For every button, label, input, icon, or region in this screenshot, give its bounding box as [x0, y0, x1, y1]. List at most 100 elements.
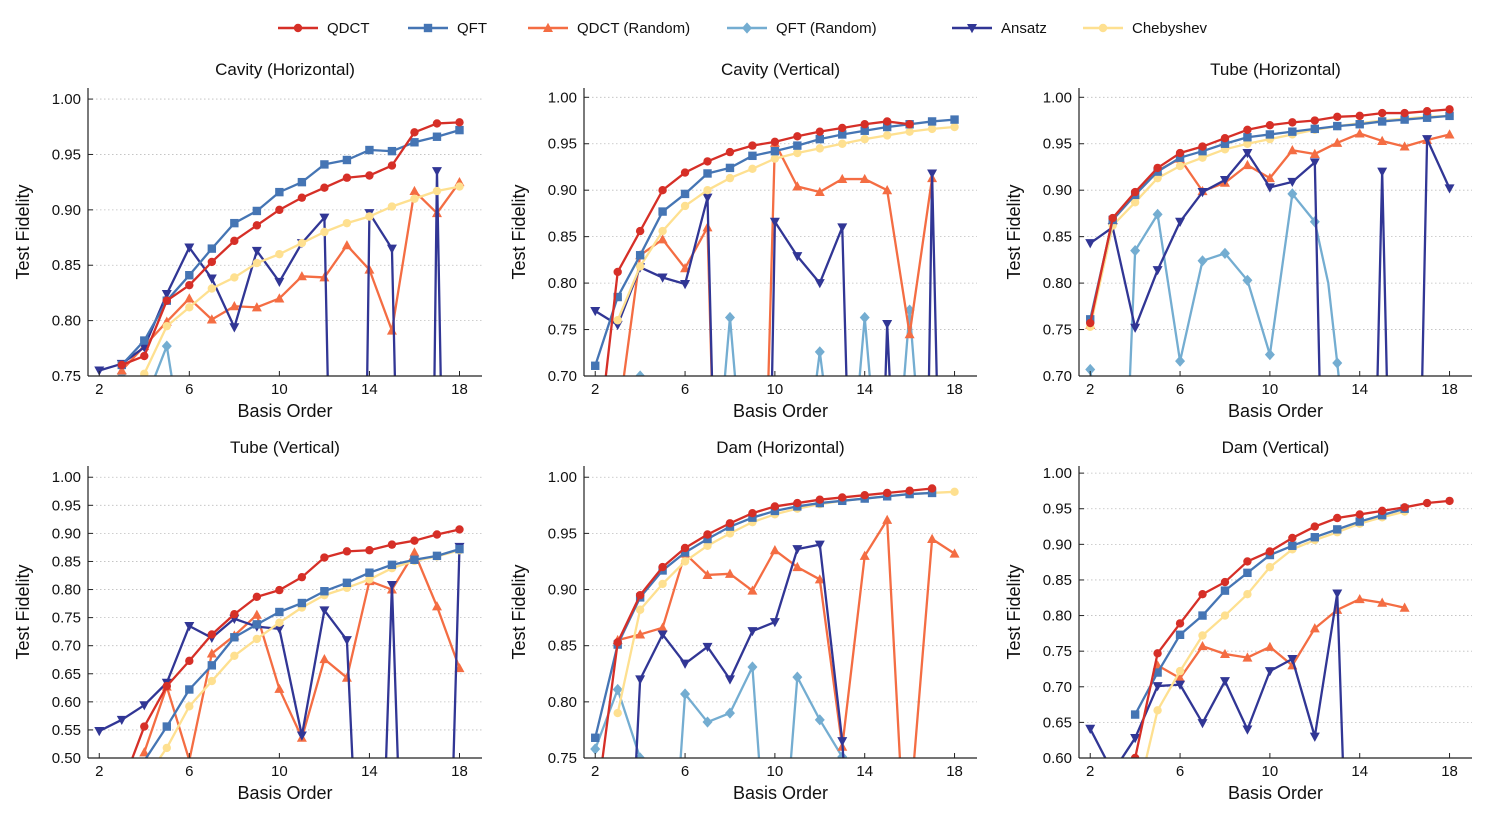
data-point-qft [297, 177, 307, 187]
data-point-qft [207, 244, 217, 253]
data-point-qft [1333, 525, 1342, 534]
x-tick-label: 2 [591, 763, 599, 780]
series-layer [590, 484, 960, 758]
data-point-chebyshev [140, 369, 149, 376]
data-point-chebyshev [207, 284, 217, 293]
series-chebyshev [140, 182, 464, 376]
data-point-qdct [387, 540, 397, 549]
legend-marker-qdct-random [543, 22, 553, 32]
data-point-ansatz [635, 675, 646, 685]
data-point-qdct [432, 119, 442, 128]
data-point-qdct [1333, 513, 1342, 523]
y-axis-label: Test Fidelity [1004, 184, 1024, 279]
data-point-qdct [455, 118, 464, 127]
data-point-qft [1153, 668, 1162, 677]
data-point-chebyshev [1198, 153, 1207, 162]
data-point-qdct-random [949, 548, 960, 558]
data-point-qdct [1086, 318, 1095, 328]
data-point-qft [658, 207, 667, 216]
data-point-qft [815, 134, 824, 144]
gridlines [584, 96, 977, 377]
y-tick-label: 0.85 [1043, 572, 1072, 589]
data-point-qft [1400, 115, 1409, 124]
y-tick-label: 0.80 [1043, 275, 1072, 292]
data-point-qft [162, 722, 171, 731]
data-point-qdct-random [927, 533, 938, 543]
data-point-chebyshev [658, 226, 667, 236]
panel-dam-horizontal: 0.75 0.80 0.85 0.90 0.95 1.00 2 6 10 14 18 Dam (Hor… [509, 438, 977, 803]
data-point-chebyshev [635, 605, 645, 614]
data-point-qft [1220, 139, 1230, 148]
y-axis-label: Test Fidelity [13, 564, 33, 659]
series-line-qft-random [1089, 192, 1340, 376]
panel-title: Cavity (Vertical) [721, 60, 840, 79]
data-point-ansatz [319, 606, 330, 616]
panel-dam-vertical: 0.60 0.65 0.70 0.75 0.80 0.85 0.90 0.95 1.00 2 6 10… [1004, 438, 1472, 803]
data-point-qdct [703, 157, 712, 166]
x-tick-label: 2 [95, 381, 103, 398]
data-point-chebyshev [927, 124, 937, 134]
data-point-qdct [1377, 108, 1387, 118]
data-point-qft-random [680, 688, 691, 700]
y-tick-label: 0.85 [548, 638, 577, 655]
data-point-ansatz [702, 193, 713, 203]
data-point-qdct-random [657, 234, 668, 244]
data-point-chebyshev [725, 529, 735, 538]
data-point-ansatz [184, 622, 195, 632]
series-qft [591, 488, 937, 742]
data-point-qft [387, 560, 397, 570]
data-point-qdct [342, 173, 352, 182]
data-point-qdct-random [116, 365, 127, 375]
legend-label: QFT [457, 20, 487, 37]
data-point-ansatz [274, 277, 285, 288]
data-point-chebyshev [252, 258, 262, 268]
data-point-qdct [387, 161, 397, 170]
data-point-qdct [1243, 557, 1252, 566]
y-tick-label: 1.00 [52, 91, 81, 108]
x-tick-label: 18 [451, 763, 468, 780]
series-ansatz [1085, 589, 1344, 758]
data-point-ansatz [116, 715, 127, 726]
x-tick-label: 6 [681, 381, 689, 398]
data-point-qft-random [1242, 274, 1253, 286]
data-point-ansatz [1219, 677, 1230, 687]
data-point-chebyshev [185, 303, 194, 312]
data-point-chebyshev [613, 316, 622, 325]
series-chebyshev [613, 487, 959, 718]
data-point-chebyshev [275, 618, 284, 627]
data-point-qft-random [1264, 349, 1275, 361]
data-point-qdct [1333, 112, 1342, 122]
panel-tube-vertical: 0.50 0.55 0.60 0.65 0.70 0.75 0.80 0.85 0.90 0.95… [13, 438, 482, 803]
data-point-qdct [185, 656, 194, 666]
data-point-chebyshev [230, 651, 239, 660]
data-point-qft [680, 189, 690, 199]
data-point-qdct [140, 351, 149, 361]
y-tick-label: 0.70 [548, 368, 577, 385]
panel-title: Tube (Vertical) [230, 438, 340, 457]
x-tick-label: 6 [1176, 381, 1184, 398]
data-point-qdct [297, 193, 307, 202]
data-point-qdct-random [1399, 602, 1410, 612]
y-tick-label: 0.85 [52, 257, 81, 274]
y-tick-label: 0.60 [1043, 750, 1072, 767]
data-point-qft [275, 187, 284, 197]
data-point-chebyshev [387, 202, 397, 211]
data-point-qdct [1265, 120, 1275, 130]
series-ansatz [635, 540, 848, 758]
data-point-chebyshev [1243, 589, 1252, 599]
data-point-ansatz [319, 213, 330, 223]
x-tick-label: 6 [1176, 763, 1184, 780]
data-point-qdct-random [319, 272, 330, 282]
data-point-qft [387, 146, 397, 156]
x-tick-label: 2 [95, 763, 103, 780]
data-point-qdct-random [1332, 137, 1343, 147]
data-point-qdct-random [1354, 593, 1365, 604]
data-point-ansatz [1287, 655, 1298, 665]
series-qdct-random [612, 514, 960, 758]
data-point-qft [635, 251, 645, 260]
data-point-qdct-random [1219, 648, 1230, 659]
y-tick-label: 0.60 [52, 694, 81, 711]
x-tick-label: 10 [1262, 763, 1279, 780]
data-point-qft [1243, 568, 1252, 578]
data-point-qft [365, 568, 374, 577]
